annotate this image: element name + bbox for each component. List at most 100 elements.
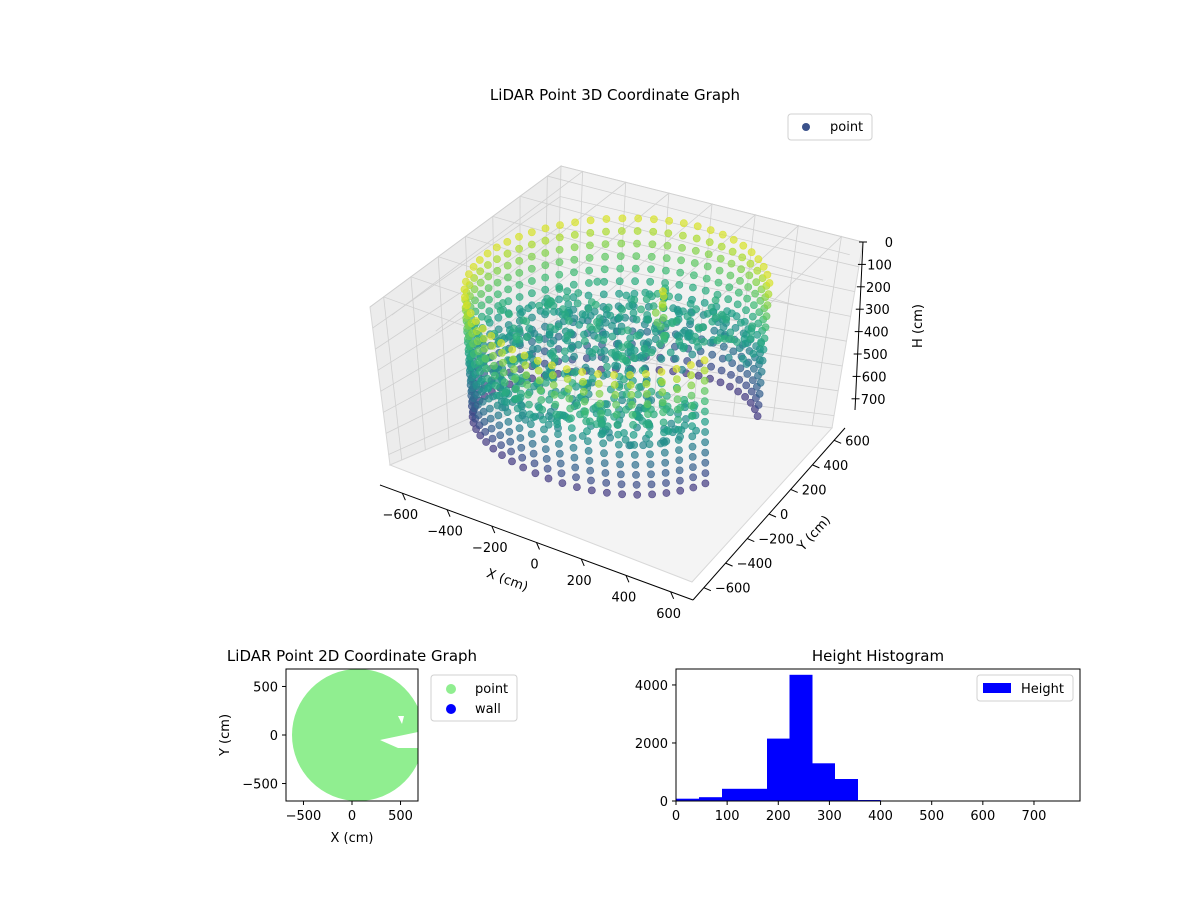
chart-3d-point: [527, 264, 536, 273]
chart-3d-point: [659, 313, 668, 322]
histogram-bar: [835, 779, 858, 801]
chart-3d-point: [673, 405, 682, 414]
chart-histogram-x-tick-label: 400: [868, 809, 893, 824]
chart-3d-point: [611, 361, 619, 370]
chart-3d-y-tick: [790, 488, 798, 493]
chart-3d-point: [673, 385, 682, 394]
chart-3d-point: [516, 434, 525, 442]
chart-3d-point: [493, 401, 502, 410]
chart-3d-point: [503, 237, 512, 246]
chart-3d-point: [750, 364, 758, 373]
chart-3d-point: [659, 408, 667, 417]
chart-3d-point: [538, 405, 547, 414]
histogram-bar: [812, 763, 835, 801]
chart-3d-point: [742, 306, 750, 315]
chart-2d-y-tick-label: 0: [270, 729, 278, 744]
chart-3d-point: [687, 371, 695, 380]
chart-3d-point: [721, 334, 729, 343]
chart-3d-point: [537, 396, 546, 404]
chart-3d-point: [531, 469, 540, 478]
chart-3d-point: [687, 391, 696, 400]
chart-3d-point: [692, 234, 701, 243]
chart-3d-point: [687, 361, 695, 369]
chart-3d-point: [658, 398, 667, 407]
chart-3d-point: [622, 405, 630, 414]
chart-3d-point: [586, 241, 594, 250]
chart-3d-point: [754, 255, 763, 264]
chart-3d-y-tick-label: 600: [845, 434, 870, 449]
chart-3d-point: [648, 240, 657, 249]
chart-3d-point: [726, 328, 735, 337]
chart-3d-point: [618, 343, 627, 352]
chart-3d-point: [616, 252, 625, 260]
chart-2d-ylabel: Y (cm): [218, 714, 233, 757]
chart-3d-x-tick: [625, 575, 630, 583]
chart-3d-point: [597, 409, 605, 418]
chart-3d-point: [541, 236, 550, 245]
chart-3d-point: [617, 239, 626, 248]
chart-3d-point: [718, 230, 727, 239]
chart-3d-point: [495, 421, 504, 430]
chart-3d-point: [646, 450, 654, 459]
chart-3d-point: [712, 313, 720, 322]
chart-3d-point: [549, 347, 557, 356]
chart-3d-point: [581, 407, 590, 416]
chart-3d-point: [497, 339, 505, 347]
chart-3d-point: [493, 266, 502, 275]
chart-3d-point: [734, 387, 742, 396]
chart-3d-point: [553, 420, 562, 429]
chart-3d-point: [549, 381, 558, 389]
chart-3d-point: [631, 277, 639, 286]
chart-3d-point: [630, 295, 639, 304]
chart-3d-y-tick-label: −600: [715, 582, 751, 597]
chart-histogram-title: Height Histogram: [812, 647, 944, 665]
chart-3d-point: [522, 371, 531, 379]
chart-3d-h-tick-label: 0: [885, 236, 893, 251]
chart-3d-point: [526, 420, 535, 429]
chart-3d-point: [563, 331, 572, 340]
chart-3d-point: [477, 387, 486, 396]
chart-3d-point: [659, 418, 668, 427]
chart-3d-point: [525, 400, 533, 409]
chart-3d-point: [737, 318, 745, 327]
chart-3d-point: [488, 434, 497, 443]
chart-2d-x-tick-label: 500: [388, 809, 413, 824]
chart-3d-point: [570, 453, 579, 462]
chart-3d-point: [611, 390, 620, 399]
chart-3d-point: [746, 259, 755, 268]
chart-3d-point: [602, 478, 611, 487]
chart-3d-point: [716, 378, 725, 387]
histogram-bar: [789, 674, 813, 801]
chart-3d-point: [594, 370, 602, 378]
chart-3d-point: [540, 425, 548, 434]
chart-3d-point: [541, 273, 550, 282]
chart-3d-point: [680, 395, 689, 404]
chart-3d-point: [642, 370, 650, 378]
chart-3d-point: [528, 277, 536, 285]
chart-3d-point: [585, 266, 594, 275]
chart-histogram-x-tick-label: 500: [919, 809, 944, 824]
chart-3d-legend-box: [787, 113, 873, 141]
chart-3d-h-tick-label: 500: [863, 348, 888, 363]
histogram-bar: [676, 798, 699, 801]
chart-3d-point: [694, 371, 703, 380]
chart-3d-point: [746, 398, 755, 407]
chart-3d-point: [690, 271, 698, 280]
chart-3d-point: [528, 289, 536, 298]
chart-3d-point: [646, 460, 655, 469]
chart-3d-point: [469, 262, 478, 271]
chart-3d-point: [617, 480, 626, 489]
chart-3d-point: [616, 460, 624, 469]
chart-3d-point: [565, 394, 574, 403]
chart-3d-point: [747, 387, 756, 396]
chart-3d-point: [515, 280, 524, 289]
chart-3d-point: [527, 252, 536, 261]
chart-3d-point: [512, 332, 521, 341]
chart-3d-point: [612, 410, 621, 419]
chart-histogram-x-tick-label: 100: [715, 809, 740, 824]
chart-3d-h-tick-label: 100: [867, 258, 892, 273]
chart-3d-point: [545, 395, 554, 404]
chart-3d-y-tick: [703, 587, 712, 592]
chart-3d-point: [672, 364, 681, 373]
chart-3d-point: [527, 240, 536, 249]
